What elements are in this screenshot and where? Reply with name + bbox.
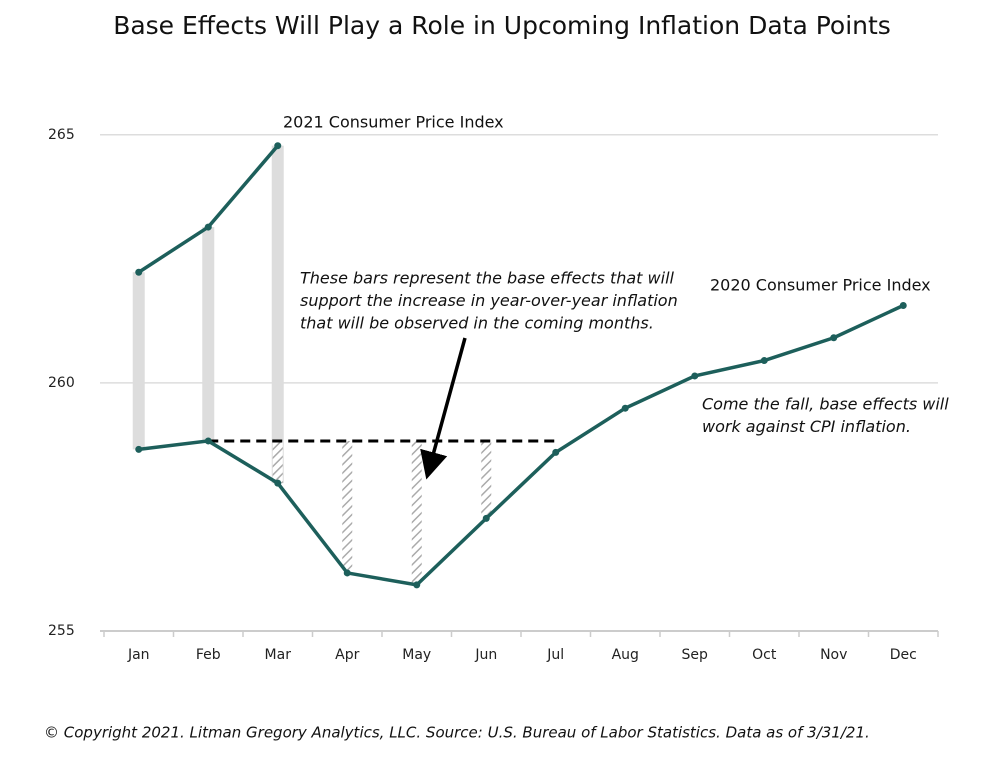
point (760, 357, 768, 365)
x-tick-label: Apr (335, 647, 359, 663)
base-effect-bar (202, 227, 215, 441)
x-tick-label: Jun (474, 647, 497, 663)
x-tick-label: Nov (820, 647, 847, 663)
series-label: 2021 Consumer Price Index (283, 113, 504, 132)
point (135, 268, 143, 276)
y-tick-label: 260 (48, 375, 75, 391)
x-tick-label: Sep (682, 647, 709, 663)
y-tick-label: 255 (48, 623, 75, 639)
chart-title: Base Effects Will Play a Role in Upcomin… (113, 11, 891, 40)
point (830, 334, 838, 342)
annotation: work against CPI inflation. (702, 417, 911, 436)
hatched-bar (481, 440, 492, 519)
point (204, 437, 212, 445)
annotation: support the increase in year-over-year i… (300, 291, 678, 310)
y-tick-label: 265 (48, 127, 75, 143)
footer: © Copyright 2021. Litman Gregory Analyti… (44, 724, 870, 742)
x-tick-label: Jul (546, 647, 564, 663)
point (482, 514, 490, 522)
annotation: These bars represent the base effects th… (300, 269, 675, 288)
base-effect-bar (271, 145, 284, 484)
annotation: Come the fall, base effects will (702, 395, 949, 414)
point (899, 301, 907, 309)
x-tick-label: Aug (612, 647, 639, 663)
series-line (138, 303, 904, 587)
hatched-bar (342, 440, 353, 573)
hatched-bar (272, 440, 283, 484)
point (552, 448, 560, 456)
point (135, 445, 143, 453)
point (274, 479, 282, 487)
point (204, 223, 212, 231)
point (343, 569, 351, 577)
series-label: 2020 Consumer Price Index (710, 276, 931, 295)
x-tick-label: Dec (890, 647, 917, 663)
x-tick-label: May (402, 647, 431, 663)
point (621, 404, 629, 412)
x-tick-label: Mar (265, 647, 292, 663)
x-tick-label: Oct (752, 647, 777, 663)
base-effect-bar (132, 272, 145, 450)
hatched-bar (411, 440, 422, 585)
point (274, 142, 282, 150)
arrow (420, 337, 467, 480)
point (691, 372, 699, 380)
annotation: that will be observed in the coming mont… (300, 314, 654, 333)
x-tick-label: Feb (196, 647, 221, 663)
x-tick-label: Jan (127, 647, 150, 663)
point (413, 581, 421, 589)
